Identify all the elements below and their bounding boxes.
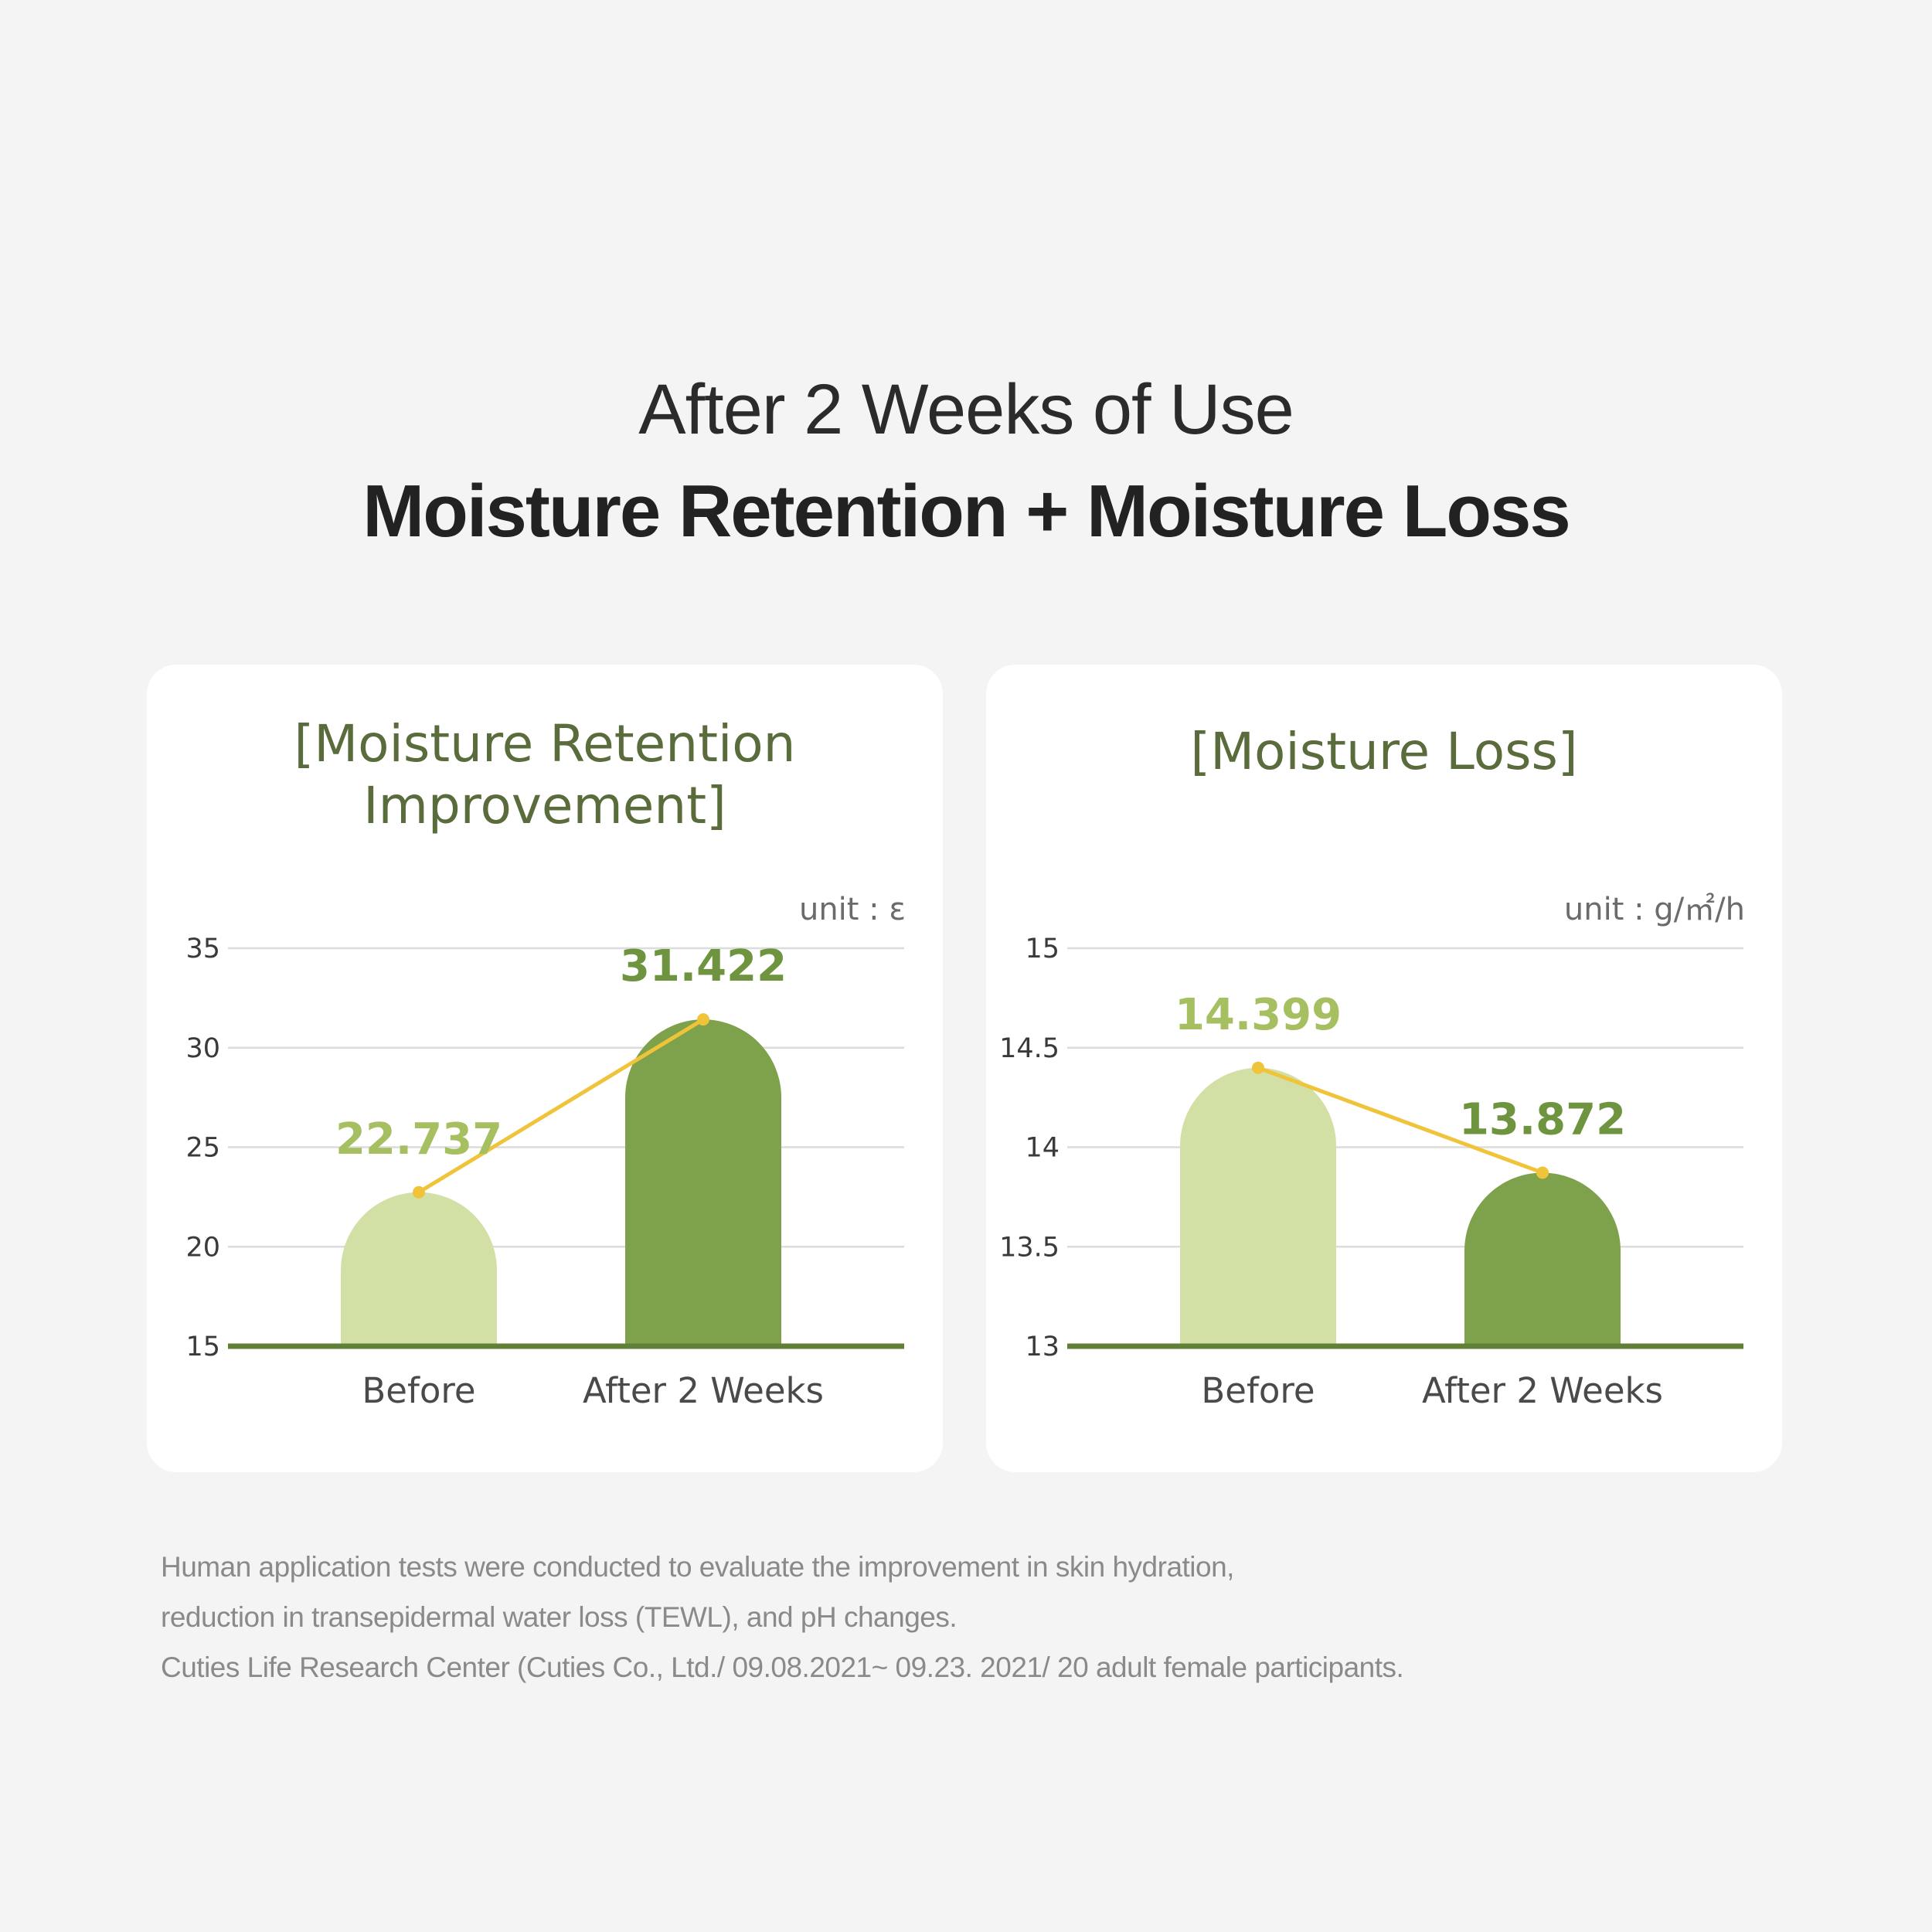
- bar-after: [1464, 1172, 1621, 1346]
- y-tick-label: 15: [185, 1332, 220, 1362]
- y-tick-label: 20: [185, 1232, 220, 1263]
- unit-label: unit : ε: [799, 892, 906, 927]
- x-category-label: After 2 Weeks: [583, 1370, 824, 1411]
- trend-point: [697, 1013, 709, 1026]
- page-heading: After 2 Weeks of Use Moisture Retention …: [0, 363, 1932, 558]
- chart-card-moisture-loss: [Moisture Loss] unit : g/㎡/h 13 13.5 14 14.5 1…: [986, 665, 1782, 1472]
- trend-point: [413, 1185, 425, 1199]
- x-category-label: Before: [362, 1370, 475, 1411]
- y-tick-label: 35: [185, 934, 220, 964]
- y-tick-label: 14.5: [999, 1033, 1060, 1064]
- y-tick-label: 13.5: [999, 1232, 1060, 1263]
- footnote-line: reduction in transepidermal water loss (…: [161, 1601, 957, 1633]
- bar-before: [341, 1192, 497, 1346]
- bar-before: [1180, 1067, 1336, 1346]
- trend-line: [1257, 1066, 1543, 1175]
- trend-line: [417, 1017, 705, 1194]
- data-label: 22.737: [335, 1114, 502, 1165]
- footnote-line: Cuties Life Research Center (Cuties Co.,…: [161, 1651, 1404, 1683]
- chart-title-line: Improvement]: [363, 776, 726, 835]
- footnote: Human application tests were conducted t…: [161, 1542, 1784, 1692]
- y-tick-label: 25: [185, 1133, 220, 1164]
- bar-after: [625, 1019, 781, 1346]
- chart-card-moisture-retention: [Moisture Retention Improvement] unit : ε 1…: [147, 665, 943, 1472]
- footnote-line: Human application tests were conducted t…: [161, 1551, 1234, 1583]
- x-category-label: After 2 Weeks: [1422, 1370, 1663, 1411]
- y-tick-label: 15: [1025, 934, 1060, 964]
- page-subtitle: After 2 Weeks of Use: [638, 370, 1294, 449]
- data-label: 14.399: [1175, 990, 1342, 1040]
- x-category-label: Before: [1201, 1370, 1315, 1411]
- chart-title-line: [Moisture Retention: [294, 714, 795, 774]
- moisture-loss-chart: [Moisture Loss] unit : g/㎡/h 13 13.5 14 14.5 1…: [999, 722, 1745, 1411]
- data-label: 13.872: [1459, 1094, 1626, 1145]
- y-tick-label: 13: [1025, 1332, 1060, 1362]
- page-title: Moisture Retention + Moisture Loss: [362, 470, 1571, 553]
- trend-point: [1252, 1061, 1264, 1074]
- trend-point: [1536, 1166, 1549, 1179]
- chart-title: [Moisture Loss]: [1190, 722, 1577, 781]
- y-tick-label: 30: [185, 1033, 220, 1064]
- y-tick-label: 14: [1025, 1133, 1060, 1164]
- data-label: 31.422: [620, 941, 787, 992]
- unit-label: unit : g/㎡/h: [1564, 892, 1745, 927]
